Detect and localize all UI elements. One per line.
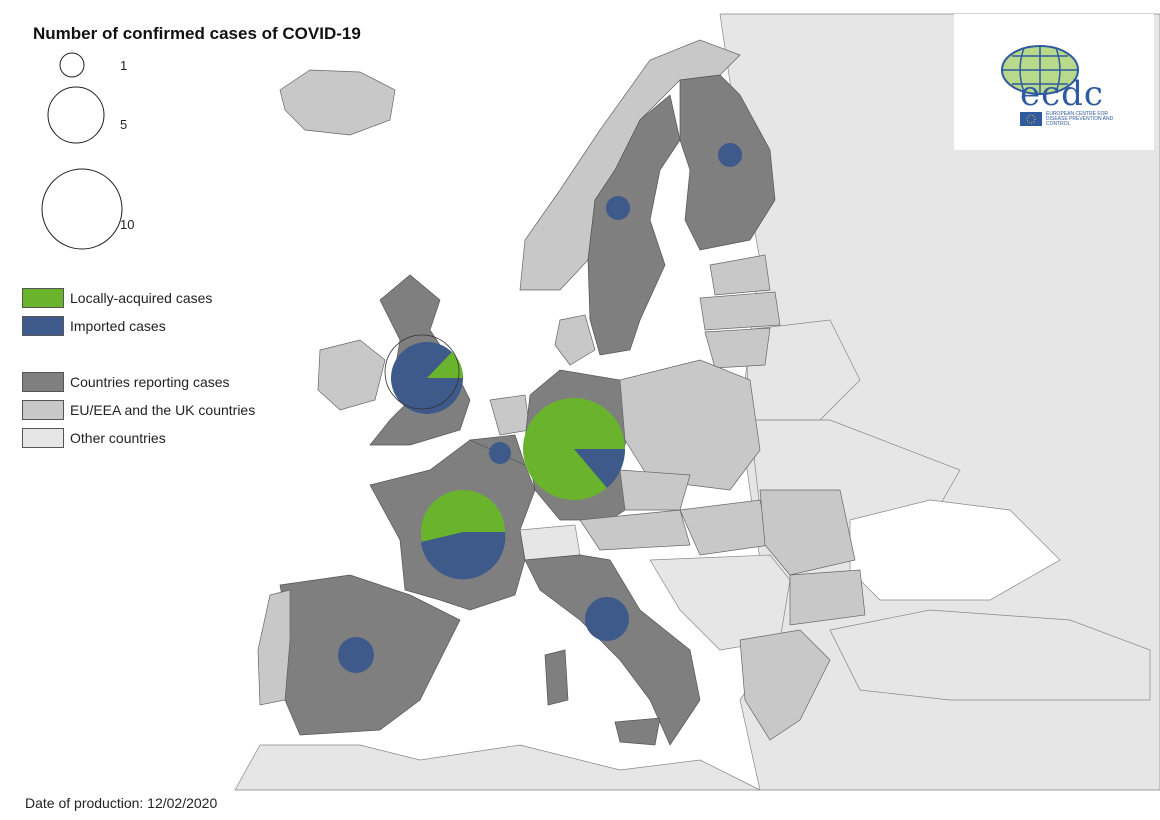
legend-local-label: Locally-acquired cases: [70, 290, 213, 306]
legend-eu: EU/EEA and the UK countries: [22, 400, 255, 420]
pie-france-imported-slice: [421, 532, 506, 580]
pie-germany-imported-slice: [574, 449, 626, 488]
legend-imported-label: Imported cases: [70, 318, 166, 334]
legend-other: Other countries: [22, 428, 166, 448]
size-legend-circle-10: [41, 168, 123, 250]
region-sardinia: [544, 649, 569, 706]
legend-reporting-label: Countries reporting cases: [70, 374, 230, 390]
size-label-1: 1: [120, 58, 128, 73]
legend-other-label: Other countries: [70, 430, 166, 446]
imported-marker-sweden: [606, 196, 630, 220]
case-markers: [338, 143, 742, 673]
imported-marker-belgium: [489, 442, 511, 464]
ecdc-globe-icon: [1001, 45, 1079, 95]
region-portugal: [257, 589, 291, 706]
region-ireland: [317, 339, 386, 411]
region-italy: [524, 554, 701, 746]
ecdc-subtitle: EUROPEAN CENTRE FOR DISEASE PREVENTION A…: [1046, 111, 1114, 127]
region-other-north-africa: [234, 744, 761, 791]
legend-reporting: Countries reporting cases: [22, 372, 230, 392]
region-netherlands: [489, 394, 531, 436]
pie-germany: [523, 398, 626, 500]
region-czechia: [619, 469, 691, 511]
legend-eu-label: EU/EEA and the UK countries: [70, 402, 256, 418]
region-bulgaria: [789, 569, 866, 626]
map-title: Number of confirmed cases of COVID-19: [33, 24, 361, 43]
region-switzerland: [519, 524, 581, 561]
region-poland: [619, 359, 761, 491]
region-latvia: [699, 291, 781, 331]
ecdc-logo: ecdc EUROPEAN CENTRE FOR DISEASE PREVENT…: [954, 14, 1154, 150]
size-label-5: 5: [120, 117, 128, 132]
size-legend-circle-5: [47, 86, 105, 144]
pie-france: [421, 490, 506, 580]
region-romania: [759, 489, 856, 576]
region-iceland: [279, 69, 396, 136]
legend-imported: Imported cases: [22, 316, 166, 336]
region-austria: [579, 509, 691, 551]
legend-other-swatch: [22, 428, 64, 448]
region-sweden: [587, 94, 681, 356]
legend-imported-swatch: [22, 316, 64, 336]
region-sicily: [614, 717, 661, 746]
imported-marker-spain: [338, 637, 374, 673]
imported-marker-italy: [585, 597, 629, 641]
imported-marker-finland: [718, 143, 742, 167]
region-hungary: [679, 499, 771, 556]
region-lithuania: [704, 327, 771, 369]
legend-local: Locally-acquired cases: [22, 288, 212, 308]
pie-uk: [384, 334, 464, 414]
region-greece: [739, 629, 831, 741]
size-label-10: 10: [120, 217, 135, 232]
production-date: Date of production: 12/02/2020: [25, 795, 218, 811]
legend-local-swatch: [22, 288, 64, 308]
region-estonia: [709, 254, 771, 296]
size-legend-circle-1: [59, 52, 85, 78]
region-other-turkey: [829, 609, 1151, 701]
eu-flag-icon: [1020, 112, 1042, 126]
legend-reporting-swatch: [22, 372, 64, 392]
ecdc-wordmark: ecdc: [1020, 74, 1104, 114]
region-denmark: [554, 314, 596, 366]
legend-eu-swatch: [22, 400, 64, 420]
pie-uk-local-slice: [427, 352, 464, 378]
